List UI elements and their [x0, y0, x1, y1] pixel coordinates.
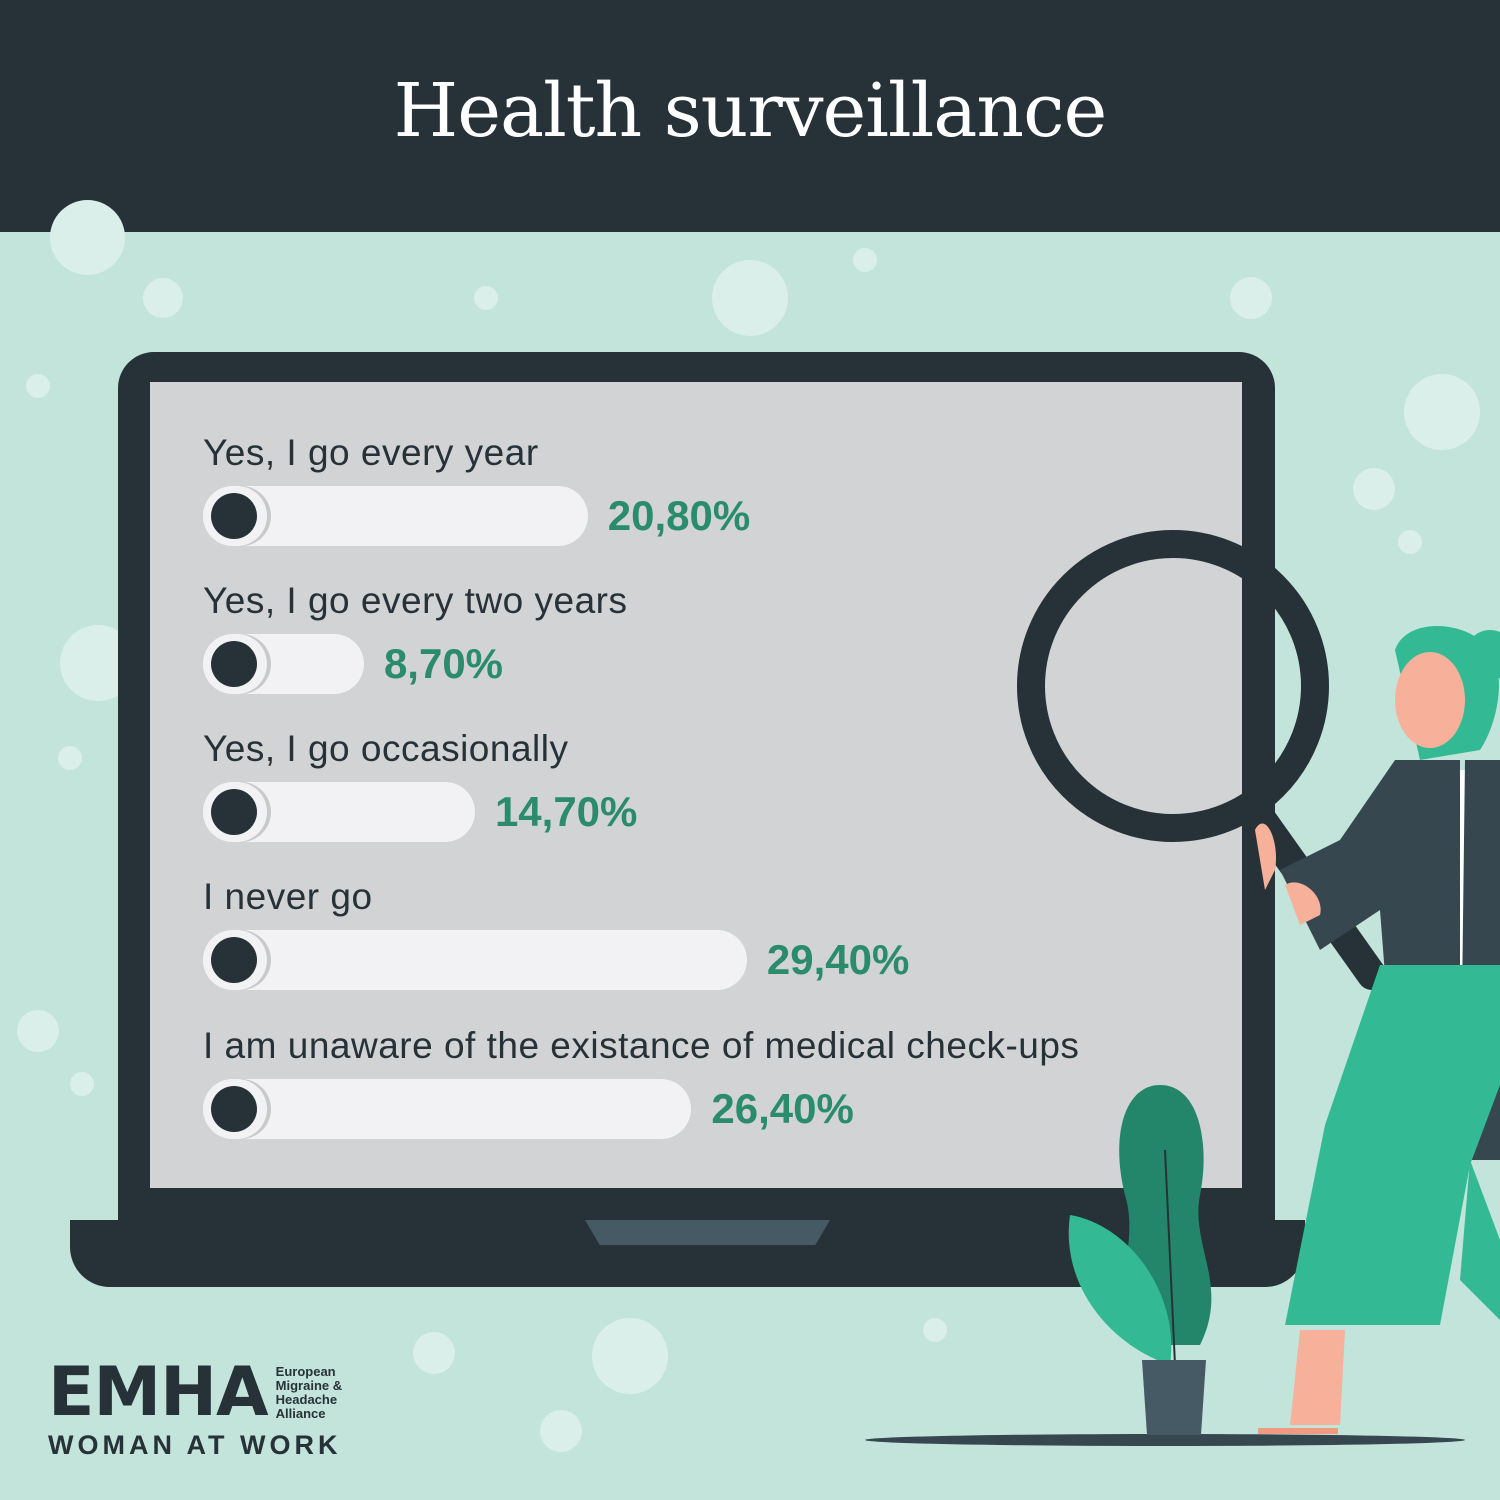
chart-row: Yes, I go every year 20,80%: [203, 432, 750, 546]
woman-figure: [1255, 626, 1500, 1434]
bubble: [143, 278, 183, 318]
bubble: [540, 1410, 582, 1452]
category-label: Yes, I go every two years: [203, 580, 628, 621]
bubble: [26, 374, 50, 398]
bar: [203, 486, 588, 546]
bubble: [1398, 530, 1422, 554]
category-label: Yes, I go occasionally: [203, 728, 569, 769]
bubble: [853, 248, 877, 272]
logo-tagline: WOMAN AT WORK: [48, 1430, 342, 1460]
bar-track: 20,80%: [203, 486, 750, 546]
magnifier-icon: [1017, 530, 1329, 842]
logo-mark: EMHA: [48, 1353, 269, 1432]
laptop-notch: [585, 1220, 830, 1245]
chart-row: I never go 29,40%: [203, 876, 909, 990]
emha-logo: EMHA European Migraine & Headache Allian…: [48, 1353, 342, 1461]
bar-knob: [203, 930, 267, 990]
page-title: Health surveillance: [393, 68, 1108, 154]
bubble: [1404, 374, 1480, 450]
value-label: 26,40%: [711, 1085, 854, 1132]
bubble: [1353, 468, 1395, 510]
bubble: [592, 1318, 668, 1394]
bubble: [474, 286, 498, 310]
chart-row: I am unaware of the existance of medical…: [203, 1025, 1079, 1139]
bubble: [70, 1072, 94, 1096]
bar-track: 29,40%: [203, 930, 909, 990]
bar: [203, 1079, 692, 1139]
category-label: I am unaware of the existance of medical…: [203, 1025, 1080, 1066]
chart-row: Yes, I go occasionally 14,70%: [203, 728, 637, 842]
org-line: Migraine &: [275, 1378, 343, 1393]
category-label: Yes, I go every year: [203, 432, 539, 473]
bar-track: 14,70%: [203, 782, 637, 842]
bar-knob: [203, 1079, 267, 1139]
bubble: [58, 746, 82, 770]
org-line: European: [275, 1364, 336, 1379]
value-label: 14,70%: [494, 788, 638, 835]
header-banner: Health surveillance: [0, 0, 1500, 232]
bubble: [712, 260, 788, 336]
bar-knob: [203, 634, 267, 694]
org-line: Alliance: [275, 1406, 326, 1421]
bubble: [923, 1318, 947, 1342]
value-label: 8,70%: [383, 640, 504, 687]
logo-top-row: EMHA European Migraine & Headache Allian…: [48, 1353, 342, 1432]
bar-track: 8,70%: [203, 634, 628, 694]
bubble: [50, 200, 125, 275]
value-label: 29,40%: [766, 936, 910, 983]
bubble: [1230, 277, 1272, 319]
plant: [1068, 1085, 1212, 1435]
bar: [203, 782, 475, 842]
category-label: I never go: [203, 876, 373, 917]
floor-shadow: [865, 1434, 1465, 1446]
bar-track: 26,40%: [203, 1079, 1079, 1139]
bar-knob: [203, 486, 267, 546]
org-line: Headache: [275, 1392, 338, 1407]
bubble: [17, 1010, 59, 1052]
bar-knob: [203, 782, 267, 842]
value-label: 20,80%: [607, 492, 751, 539]
bar: [203, 634, 364, 694]
logo-org-name: European Migraine & Headache Alliance: [276, 1362, 342, 1421]
bubble: [413, 1332, 455, 1374]
chart-row: Yes, I go every two years 8,70%: [203, 580, 628, 694]
bar: [203, 930, 747, 990]
